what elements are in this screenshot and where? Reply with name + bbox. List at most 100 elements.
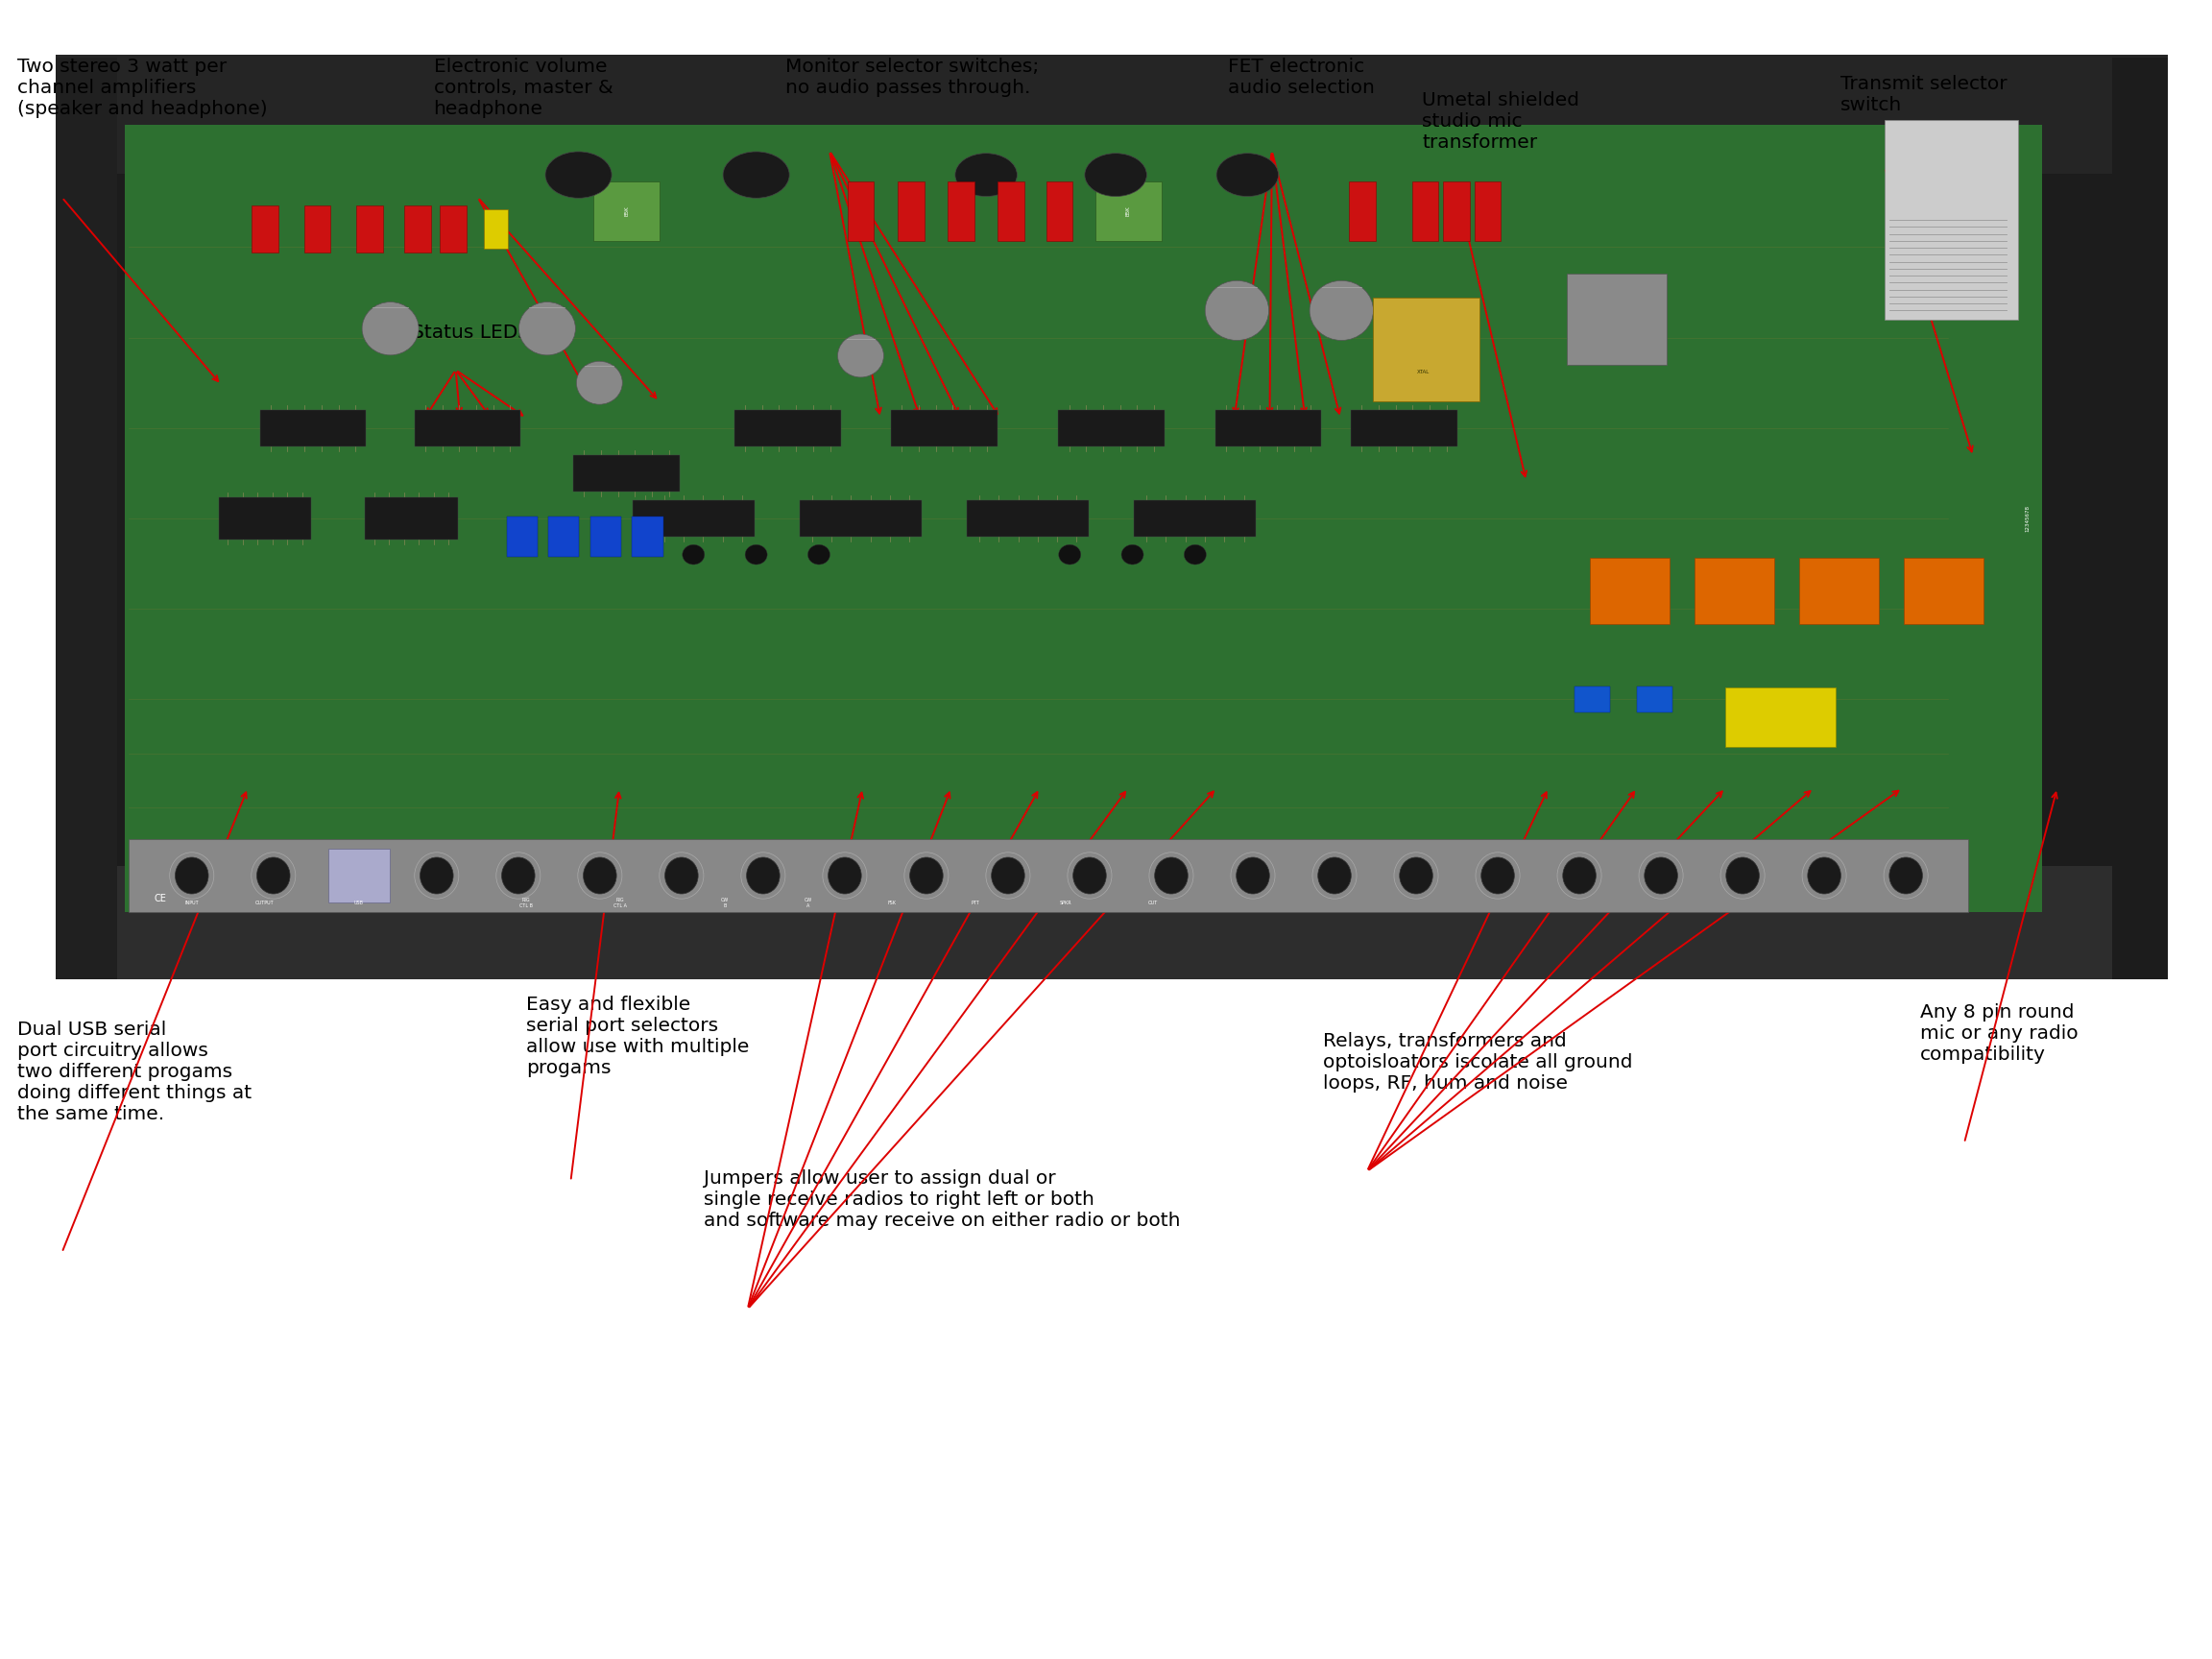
Bar: [1694, 557, 1774, 624]
Ellipse shape: [420, 858, 453, 894]
Ellipse shape: [1644, 858, 1677, 894]
Bar: [573, 455, 679, 491]
Ellipse shape: [577, 362, 622, 405]
Bar: [303, 206, 330, 252]
Ellipse shape: [827, 858, 860, 894]
Ellipse shape: [257, 858, 290, 894]
Text: INPUT: INPUT: [186, 901, 199, 906]
Bar: [591, 516, 622, 556]
Bar: [1442, 181, 1469, 241]
Ellipse shape: [584, 858, 617, 894]
Text: FSK: FSK: [887, 901, 896, 906]
Text: 12345678: 12345678: [2024, 504, 2028, 533]
Text: PTT: PTT: [971, 901, 980, 906]
Ellipse shape: [1482, 858, 1515, 894]
Ellipse shape: [1318, 858, 1352, 894]
Ellipse shape: [502, 858, 535, 894]
Ellipse shape: [1725, 858, 1759, 894]
Bar: [484, 209, 509, 249]
Text: USB: USB: [354, 901, 363, 906]
Ellipse shape: [1564, 858, 1597, 894]
Ellipse shape: [807, 544, 830, 564]
Bar: [1725, 687, 1836, 747]
Bar: [55, 866, 2168, 979]
Text: OUTPUT: OUTPUT: [257, 901, 274, 906]
Text: B5K: B5K: [1126, 206, 1130, 216]
Ellipse shape: [1155, 858, 1188, 894]
Text: RIG
CTL B: RIG CTL B: [520, 898, 533, 907]
Bar: [55, 58, 117, 979]
Bar: [261, 410, 367, 446]
Bar: [734, 410, 841, 446]
Bar: [2112, 58, 2168, 979]
Ellipse shape: [909, 858, 942, 894]
Text: OUT: OUT: [1148, 901, 1159, 906]
Bar: [1095, 181, 1161, 241]
Ellipse shape: [1400, 858, 1433, 894]
Bar: [1637, 687, 1672, 713]
Bar: [967, 501, 1088, 538]
Text: Transmit selector
switch: Transmit selector switch: [1840, 75, 2006, 114]
Bar: [1046, 181, 1073, 241]
Ellipse shape: [956, 153, 1018, 196]
Ellipse shape: [723, 151, 790, 197]
Text: Relays, transformers and
optoisloators iscolate all ground
loops, RF, hum and no: Relays, transformers and optoisloators i…: [1323, 1032, 1632, 1092]
Ellipse shape: [1889, 858, 1922, 894]
Bar: [1352, 410, 1458, 446]
Ellipse shape: [745, 544, 768, 564]
Text: Easy and flexible
serial port selectors
allow use with multiple
progams: Easy and flexible serial port selectors …: [526, 995, 750, 1077]
Bar: [1575, 687, 1610, 713]
Text: B5K: B5K: [624, 206, 628, 216]
Ellipse shape: [745, 858, 779, 894]
Bar: [633, 516, 664, 556]
Bar: [356, 206, 383, 252]
Bar: [128, 839, 1969, 912]
Text: Jumpers allow user to assign dual or
single receive radios to right left or both: Jumpers allow user to assign dual or sin…: [703, 1170, 1179, 1229]
Ellipse shape: [681, 544, 703, 564]
Ellipse shape: [1073, 858, 1106, 894]
Bar: [1590, 557, 1670, 624]
Bar: [801, 501, 922, 538]
Bar: [633, 501, 754, 538]
Bar: [1411, 181, 1438, 241]
Ellipse shape: [546, 151, 613, 197]
Bar: [847, 181, 874, 241]
Bar: [55, 58, 2168, 979]
Bar: [593, 181, 659, 241]
Text: CE: CE: [155, 894, 166, 902]
Ellipse shape: [991, 858, 1024, 894]
Bar: [1885, 121, 2017, 320]
Ellipse shape: [1310, 280, 1374, 340]
Ellipse shape: [363, 302, 418, 355]
Text: RIG
CTL A: RIG CTL A: [613, 898, 626, 907]
Bar: [405, 206, 431, 252]
Bar: [1349, 181, 1376, 241]
Ellipse shape: [1217, 153, 1279, 196]
Bar: [252, 206, 279, 252]
Ellipse shape: [838, 333, 883, 377]
Text: FET electronic
audio selection: FET electronic audio selection: [1228, 58, 1374, 98]
Text: CW
A: CW A: [805, 898, 812, 907]
Bar: [1568, 274, 1668, 365]
Ellipse shape: [1060, 544, 1082, 564]
Bar: [124, 124, 2042, 912]
Ellipse shape: [1237, 858, 1270, 894]
Text: Two stereo 3 watt per
channel amplifiers
(speaker and headphone): Two stereo 3 watt per channel amplifiers…: [18, 58, 268, 118]
Text: Dual USB serial
port circuitry allows
two different progams
doing different thin: Dual USB serial port circuitry allows tw…: [18, 1020, 252, 1123]
Ellipse shape: [1206, 280, 1270, 340]
Bar: [1374, 299, 1480, 401]
Ellipse shape: [666, 858, 699, 894]
Bar: [1135, 501, 1256, 538]
Text: CW
B: CW B: [721, 898, 728, 907]
Ellipse shape: [520, 302, 575, 355]
Ellipse shape: [175, 858, 208, 894]
Bar: [507, 516, 538, 556]
Bar: [1905, 557, 1984, 624]
Text: Electronic volume
controls, master &
headphone: Electronic volume controls, master & hea…: [434, 58, 613, 118]
Bar: [327, 849, 389, 902]
Ellipse shape: [1121, 544, 1144, 564]
Text: Any 8 pin round
mic or any radio
compatibility: Any 8 pin round mic or any radio compati…: [1920, 1004, 2077, 1063]
Text: XTAL: XTAL: [1416, 370, 1429, 375]
Bar: [947, 181, 973, 241]
Text: SPKR: SPKR: [1060, 901, 1071, 906]
